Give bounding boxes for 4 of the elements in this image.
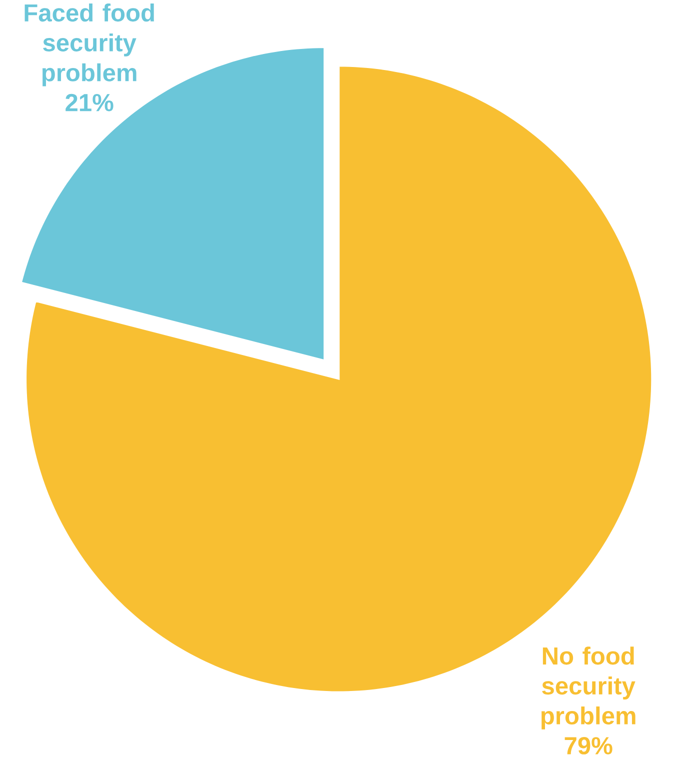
data-label: 21%	[66, 94, 114, 112]
slice-label: No food security problem	[542, 646, 636, 730]
slice-label: Faced food security problem	[24, 4, 154, 86]
data-label: 79%	[564, 737, 612, 754]
